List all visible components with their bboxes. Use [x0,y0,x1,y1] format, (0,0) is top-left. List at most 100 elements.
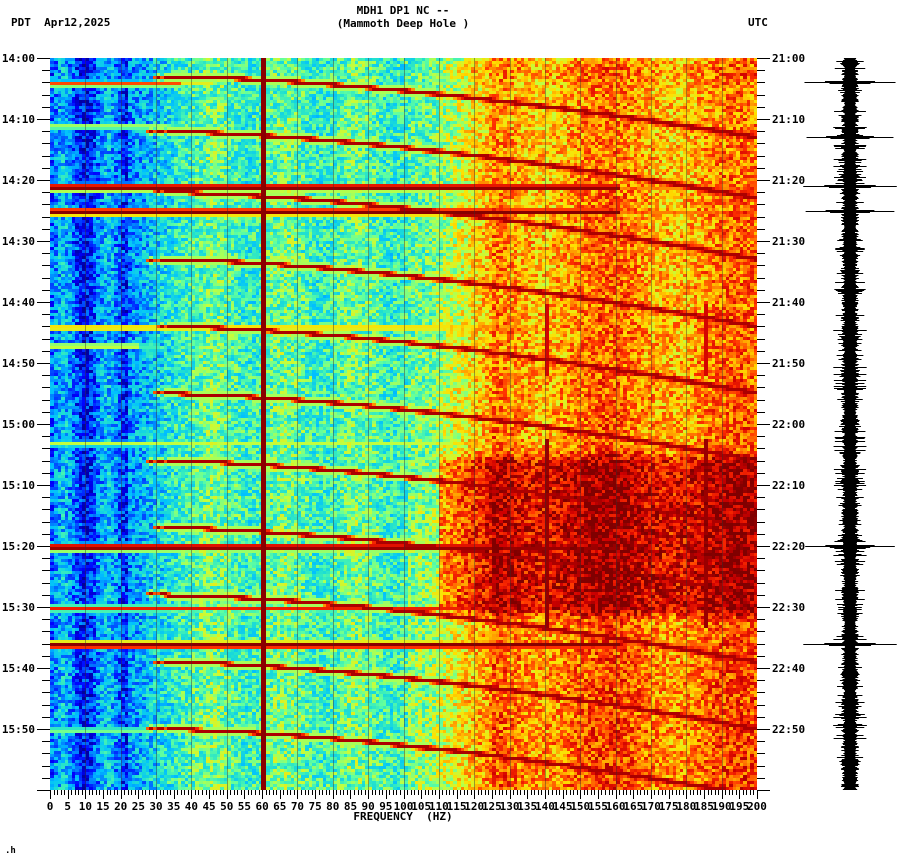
freq-tick-label-85: 85 [343,800,358,813]
freq-minor-tick [729,790,730,795]
freq-minor-tick [124,790,125,795]
pdt-major-tick [37,485,50,486]
freq-minor-tick [213,790,214,795]
spectrogram-plot[interactable] [50,58,757,790]
pdt-minor-tick [42,156,50,157]
freq-minor-tick [329,790,330,795]
pdt-major-tick [37,668,50,669]
pdt-minor-tick [42,204,50,205]
pdt-minor-tick [42,375,50,376]
freq-minor-tick [746,790,747,795]
utc-major-tick [757,363,770,364]
pdt-minor-tick [42,583,50,584]
freq-minor-tick [128,790,129,795]
freq-major-tick [244,790,245,799]
freq-tick-label-195: 195 [729,800,750,813]
freq-minor-tick [153,790,154,795]
freq-major-tick [457,790,458,799]
freq-minor-tick [195,790,196,795]
freq-minor-tick [372,790,373,795]
freq-major-tick [85,790,86,799]
pdt-tick-label-1520: 15:20 [1,540,35,553]
freq-minor-tick [276,790,277,795]
freq-major-tick [174,790,175,799]
freq-minor-tick [375,790,376,795]
pdt-minor-tick [42,387,50,388]
freq-tick-label-200: 200 [747,800,767,813]
freq-tick-label-75: 75 [308,800,322,813]
freq-tick-label-20: 20 [114,800,128,813]
pdt-minor-tick [42,95,50,96]
freq-minor-tick [145,790,146,795]
freq-minor-tick [241,790,242,795]
freq-tick-label-40: 40 [184,800,199,813]
freq-minor-tick [506,790,507,795]
pdt-minor-tick [42,692,50,693]
utc-minor-tick [757,326,765,327]
freq-minor-tick [612,790,613,795]
pdt-minor-tick [42,253,50,254]
freq-minor-tick [711,790,712,795]
freq-minor-tick [481,790,482,795]
freq-minor-tick [637,790,638,795]
pdt-minor-tick [42,766,50,767]
freq-minor-tick [287,790,288,795]
utc-tick-label-2120: 21:20 [772,174,806,187]
utc-major-tick [757,424,770,425]
freq-minor-tick [319,790,320,795]
utc-minor-tick [757,595,765,596]
freq-tick-label-30: 30 [149,800,163,813]
freq-minor-tick [425,790,426,795]
spectrogram-canvas[interactable] [50,58,757,790]
freq-tick-label-190: 190 [711,800,732,813]
utc-major-tick [757,302,770,303]
freq-minor-tick [322,790,323,795]
freq-minor-tick [460,790,461,795]
utc-minor-tick [757,570,765,571]
freq-minor-tick [609,790,610,795]
utc-tick-label-2140: 21:40 [772,296,806,309]
freq-minor-tick [75,790,76,795]
freq-major-tick [633,790,634,799]
pdt-minor-tick [42,656,50,657]
freq-minor-tick [365,790,366,795]
utc-major-tick [757,607,770,608]
freq-major-tick [280,790,281,799]
pdt-minor-tick [42,82,50,83]
freq-minor-tick [520,790,521,795]
freq-tick-label-90: 90 [361,800,375,813]
freq-minor-tick [594,790,595,795]
pdt-minor-tick [42,351,50,352]
freq-minor-tick [700,790,701,795]
freq-minor-tick [54,790,55,795]
utc-minor-tick [757,473,765,474]
utc-minor-tick [757,705,765,706]
freq-minor-tick [435,790,436,795]
freq-tick-label-25: 25 [131,800,145,813]
pdt-minor-tick [42,473,50,474]
utc-minor-tick [757,766,765,767]
freq-minor-tick [78,790,79,795]
pdt-major-tick [37,790,50,791]
utc-minor-tick [757,619,765,620]
freq-tick-label-100: 100 [393,800,414,813]
utc-minor-tick [757,192,765,193]
utc-tick-label-2230: 22:30 [772,601,806,614]
freq-minor-tick [418,790,419,795]
freq-minor-tick [326,790,327,795]
freq-major-tick [598,790,599,799]
frequency-axis-title: FREQUENCY (HZ) [0,810,902,823]
freq-minor-tick [57,790,58,795]
freq-minor-tick [266,790,267,795]
freq-minor-tick [283,790,284,795]
freq-minor-tick [340,790,341,795]
utc-minor-tick [757,253,765,254]
utc-major-tick [757,119,770,120]
freq-tick-label-55: 55 [237,800,252,813]
freq-major-tick [315,790,316,799]
freq-minor-tick [513,790,514,795]
freq-minor-tick [644,790,645,795]
station-title: MDH1 DP1 NC -- [0,4,902,17]
freq-minor-tick [534,790,535,795]
freq-minor-tick [488,790,489,795]
